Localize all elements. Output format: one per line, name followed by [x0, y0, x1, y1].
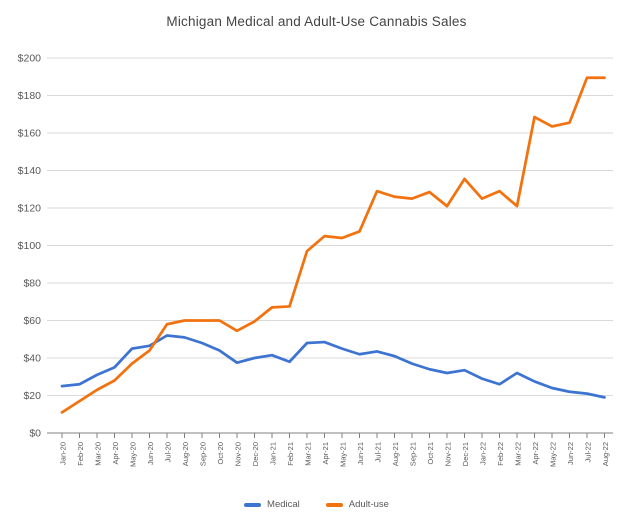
x-axis-tick-label: Jan-21: [269, 442, 278, 465]
x-axis-tick-label: Dec-21: [461, 442, 470, 466]
x-axis-tick-label: May-21: [339, 442, 348, 467]
x-axis-tick-label: Jan-20: [59, 442, 68, 465]
y-axis-tick-label: $200: [18, 53, 42, 65]
medical-series-swatch: [244, 502, 262, 507]
chart-title: Michigan Medical and Adult-Use Cannabis …: [166, 14, 467, 29]
adult-use-series-line: [60, 76, 606, 414]
x-axis-tick-label: Oct-21: [426, 442, 435, 465]
x-axis-tick-label: Jun-22: [566, 442, 575, 465]
y-axis-tick-label: $100: [18, 240, 42, 252]
y-axis-tick-label: $160: [18, 128, 42, 140]
adult-use-series-swatch: [325, 502, 343, 507]
legend-item-medical: Medical: [244, 499, 300, 510]
legend-label-medical: Medical: [267, 499, 300, 510]
legend-label-adult-use: Adult-use: [348, 499, 389, 510]
x-axis-tick-label: Mar-21: [304, 442, 313, 466]
x-axis-tick-label: Jul-22: [584, 442, 593, 462]
x-axis-tick-label: Jul-21: [374, 442, 383, 462]
x-axis-tick-label: Sep-21: [409, 442, 418, 466]
x-axis-tick-label: Apr-22: [531, 442, 540, 465]
x-axis-tick-label: Feb-22: [496, 442, 505, 466]
chart-legend: Medical Adult-use: [0, 499, 633, 510]
y-axis-tick-label: $180: [18, 90, 42, 102]
x-axis-tick-label: Apr-20: [111, 442, 120, 465]
y-axis-tick-label: $120: [18, 203, 42, 215]
x-axis-tick-label: Dec-20: [251, 442, 260, 466]
medical-series-line: [60, 334, 606, 399]
x-axis-tick-label: Nov-20: [234, 442, 243, 466]
y-axis-tick-label: $0: [29, 428, 41, 440]
x-axis-tick-label: Jan-22: [479, 442, 488, 465]
y-axis-tick-label: $140: [18, 165, 42, 177]
legend-item-adult-use: Adult-use: [325, 499, 389, 510]
x-axis-tick-label: Aug-22: [601, 442, 610, 466]
x-axis-tick-label: Apr-21: [321, 442, 330, 465]
x-axis-tick-label: Jul-20: [164, 442, 173, 462]
x-axis-tick-label: Jun-20: [146, 442, 155, 465]
y-axis-tick-label: $60: [23, 315, 41, 327]
x-axis-tick-label: May-22: [549, 442, 558, 467]
x-axis-tick-label: Aug-21: [391, 442, 400, 466]
x-axis-tick-label: May-20: [129, 442, 138, 467]
y-axis-tick-label: $80: [23, 278, 41, 290]
x-axis-tick-label: Aug-20: [181, 442, 190, 466]
x-axis-tick-label: Feb-20: [76, 442, 85, 466]
x-axis-tick-label: Mar-22: [514, 442, 523, 466]
x-axis-tick-label: Feb-21: [286, 442, 295, 466]
x-axis-tick-label: Sep-20: [199, 442, 208, 466]
y-axis-tick-label: $20: [23, 390, 41, 402]
x-axis-tick-label: Jun-21: [356, 442, 365, 465]
x-axis-tick-label: Oct-20: [216, 442, 225, 465]
x-axis-tick-label: Nov-21: [444, 442, 453, 466]
y-axis-tick-label: $40: [23, 353, 41, 365]
x-axis-tick-label: Mar-20: [94, 442, 103, 466]
